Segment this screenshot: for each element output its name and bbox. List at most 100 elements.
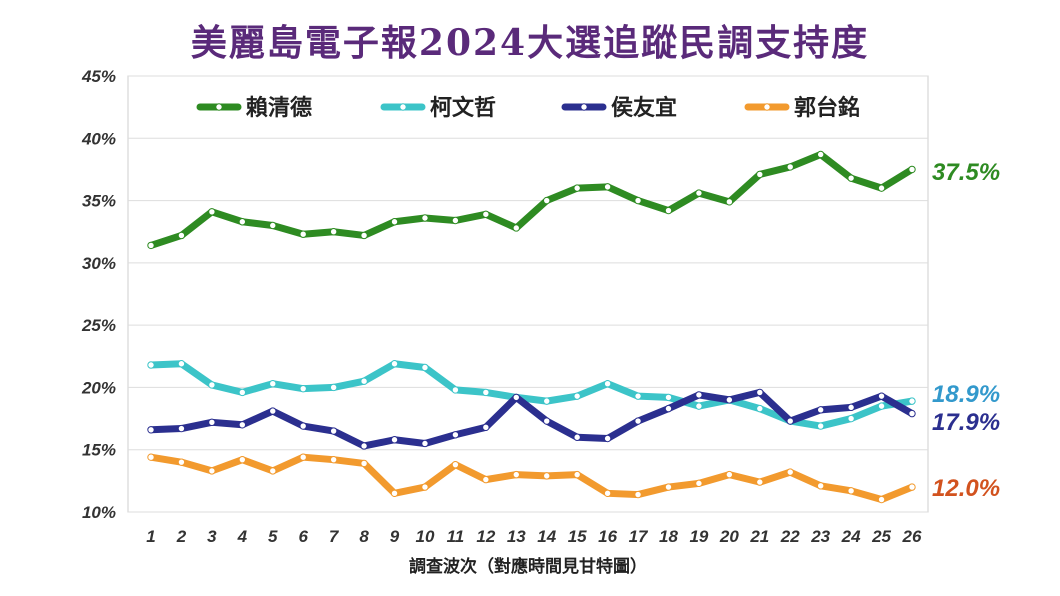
data-point [908,397,916,405]
legend-marker [215,103,223,111]
end-value-label: 37.5% [932,159,1000,186]
data-point [847,414,855,423]
data-point [177,231,186,240]
x-tick-label: 8 [359,527,369,546]
data-point [421,363,429,372]
legend-marker [399,103,407,111]
y-tick-label: 30% [82,254,116,273]
legend-label: 侯友宜 [611,95,677,121]
data-point [269,221,277,230]
data-point [847,487,855,495]
x-tick-label: 10 [415,527,434,546]
end-value-label: 12.0% [932,475,1000,502]
series-3 [147,388,916,450]
data-point [238,455,247,464]
x-tick-label: 17 [629,527,649,546]
data-point [208,381,216,389]
data-point [177,458,186,466]
data-point [573,433,581,441]
data-point [269,467,277,475]
x-tick-label: 18 [659,527,678,546]
data-point [299,422,307,430]
x-tick-label: 13 [507,527,526,546]
legend-marker [580,103,588,111]
data-point [877,184,886,192]
data-point [756,388,764,397]
legend-item: 柯文哲 [380,95,496,121]
data-point [147,241,155,250]
data-point [543,472,551,480]
data-point [512,470,520,479]
x-tick-label: 4 [237,527,248,546]
x-tick-label: 24 [841,527,861,546]
data-point [177,424,186,433]
x-tick-label: 3 [207,527,217,546]
data-point [269,379,277,388]
data-point [634,490,642,499]
data-point [847,174,855,182]
data-point [329,455,338,464]
data-point [482,475,490,484]
data-point [208,467,216,475]
x-tick-label: 6 [298,527,308,546]
data-point [360,377,368,385]
data-point [299,453,307,461]
data-point [877,392,886,400]
data-point [543,196,551,205]
data-point [360,459,368,468]
legend-item: 郭台銘 [744,95,860,121]
data-point [664,206,673,215]
x-tick-label: 26 [902,527,922,546]
data-point [634,392,642,400]
x-tick-label: 20 [719,527,739,546]
data-point [603,434,612,443]
data-point [147,426,155,434]
data-point [816,150,825,159]
data-point [512,224,520,232]
data-point [421,439,429,448]
data-point [786,163,794,171]
x-tick-label: 15 [568,527,587,546]
data-point [451,386,460,394]
data-point [421,483,429,491]
x-tick-label: 11 [447,527,465,546]
data-point [451,216,460,225]
data-point [147,453,155,461]
legend-item: 侯友宜 [561,95,677,121]
y-tick-label: 45% [81,67,116,86]
data-point [482,423,490,431]
data-point [329,383,338,392]
x-tick-label: 21 [749,527,769,546]
data-point [756,478,764,486]
data-point [390,360,399,368]
data-point [482,210,490,218]
data-point [695,189,703,197]
data-point [908,165,916,174]
data-point [725,470,734,479]
series-line [147,388,916,450]
series-line [147,453,916,504]
x-tick-label: 1 [146,527,155,546]
data-point [360,442,368,450]
data-point [390,489,399,498]
x-tick-label: 12 [476,527,495,546]
data-point [329,228,338,236]
x-tick-label: 16 [598,527,617,546]
data-point [603,183,612,191]
data-point [634,196,642,205]
data-point [664,404,673,413]
legend-label: 郭台銘 [794,95,860,121]
data-point [908,409,916,418]
data-point [208,208,216,216]
y-tick-label: 40% [81,129,116,148]
chart-title: 美麗島電子報2024大選追蹤民調支持度 [190,22,870,64]
data-point [725,198,734,206]
data-point [238,388,247,397]
x-tick-label: 22 [780,527,800,546]
data-point [664,483,673,491]
data-point [756,170,764,179]
y-tick-label: 10% [82,503,116,522]
data-point [786,468,794,476]
data-point [877,495,886,504]
x-tick-label: 7 [329,527,340,546]
